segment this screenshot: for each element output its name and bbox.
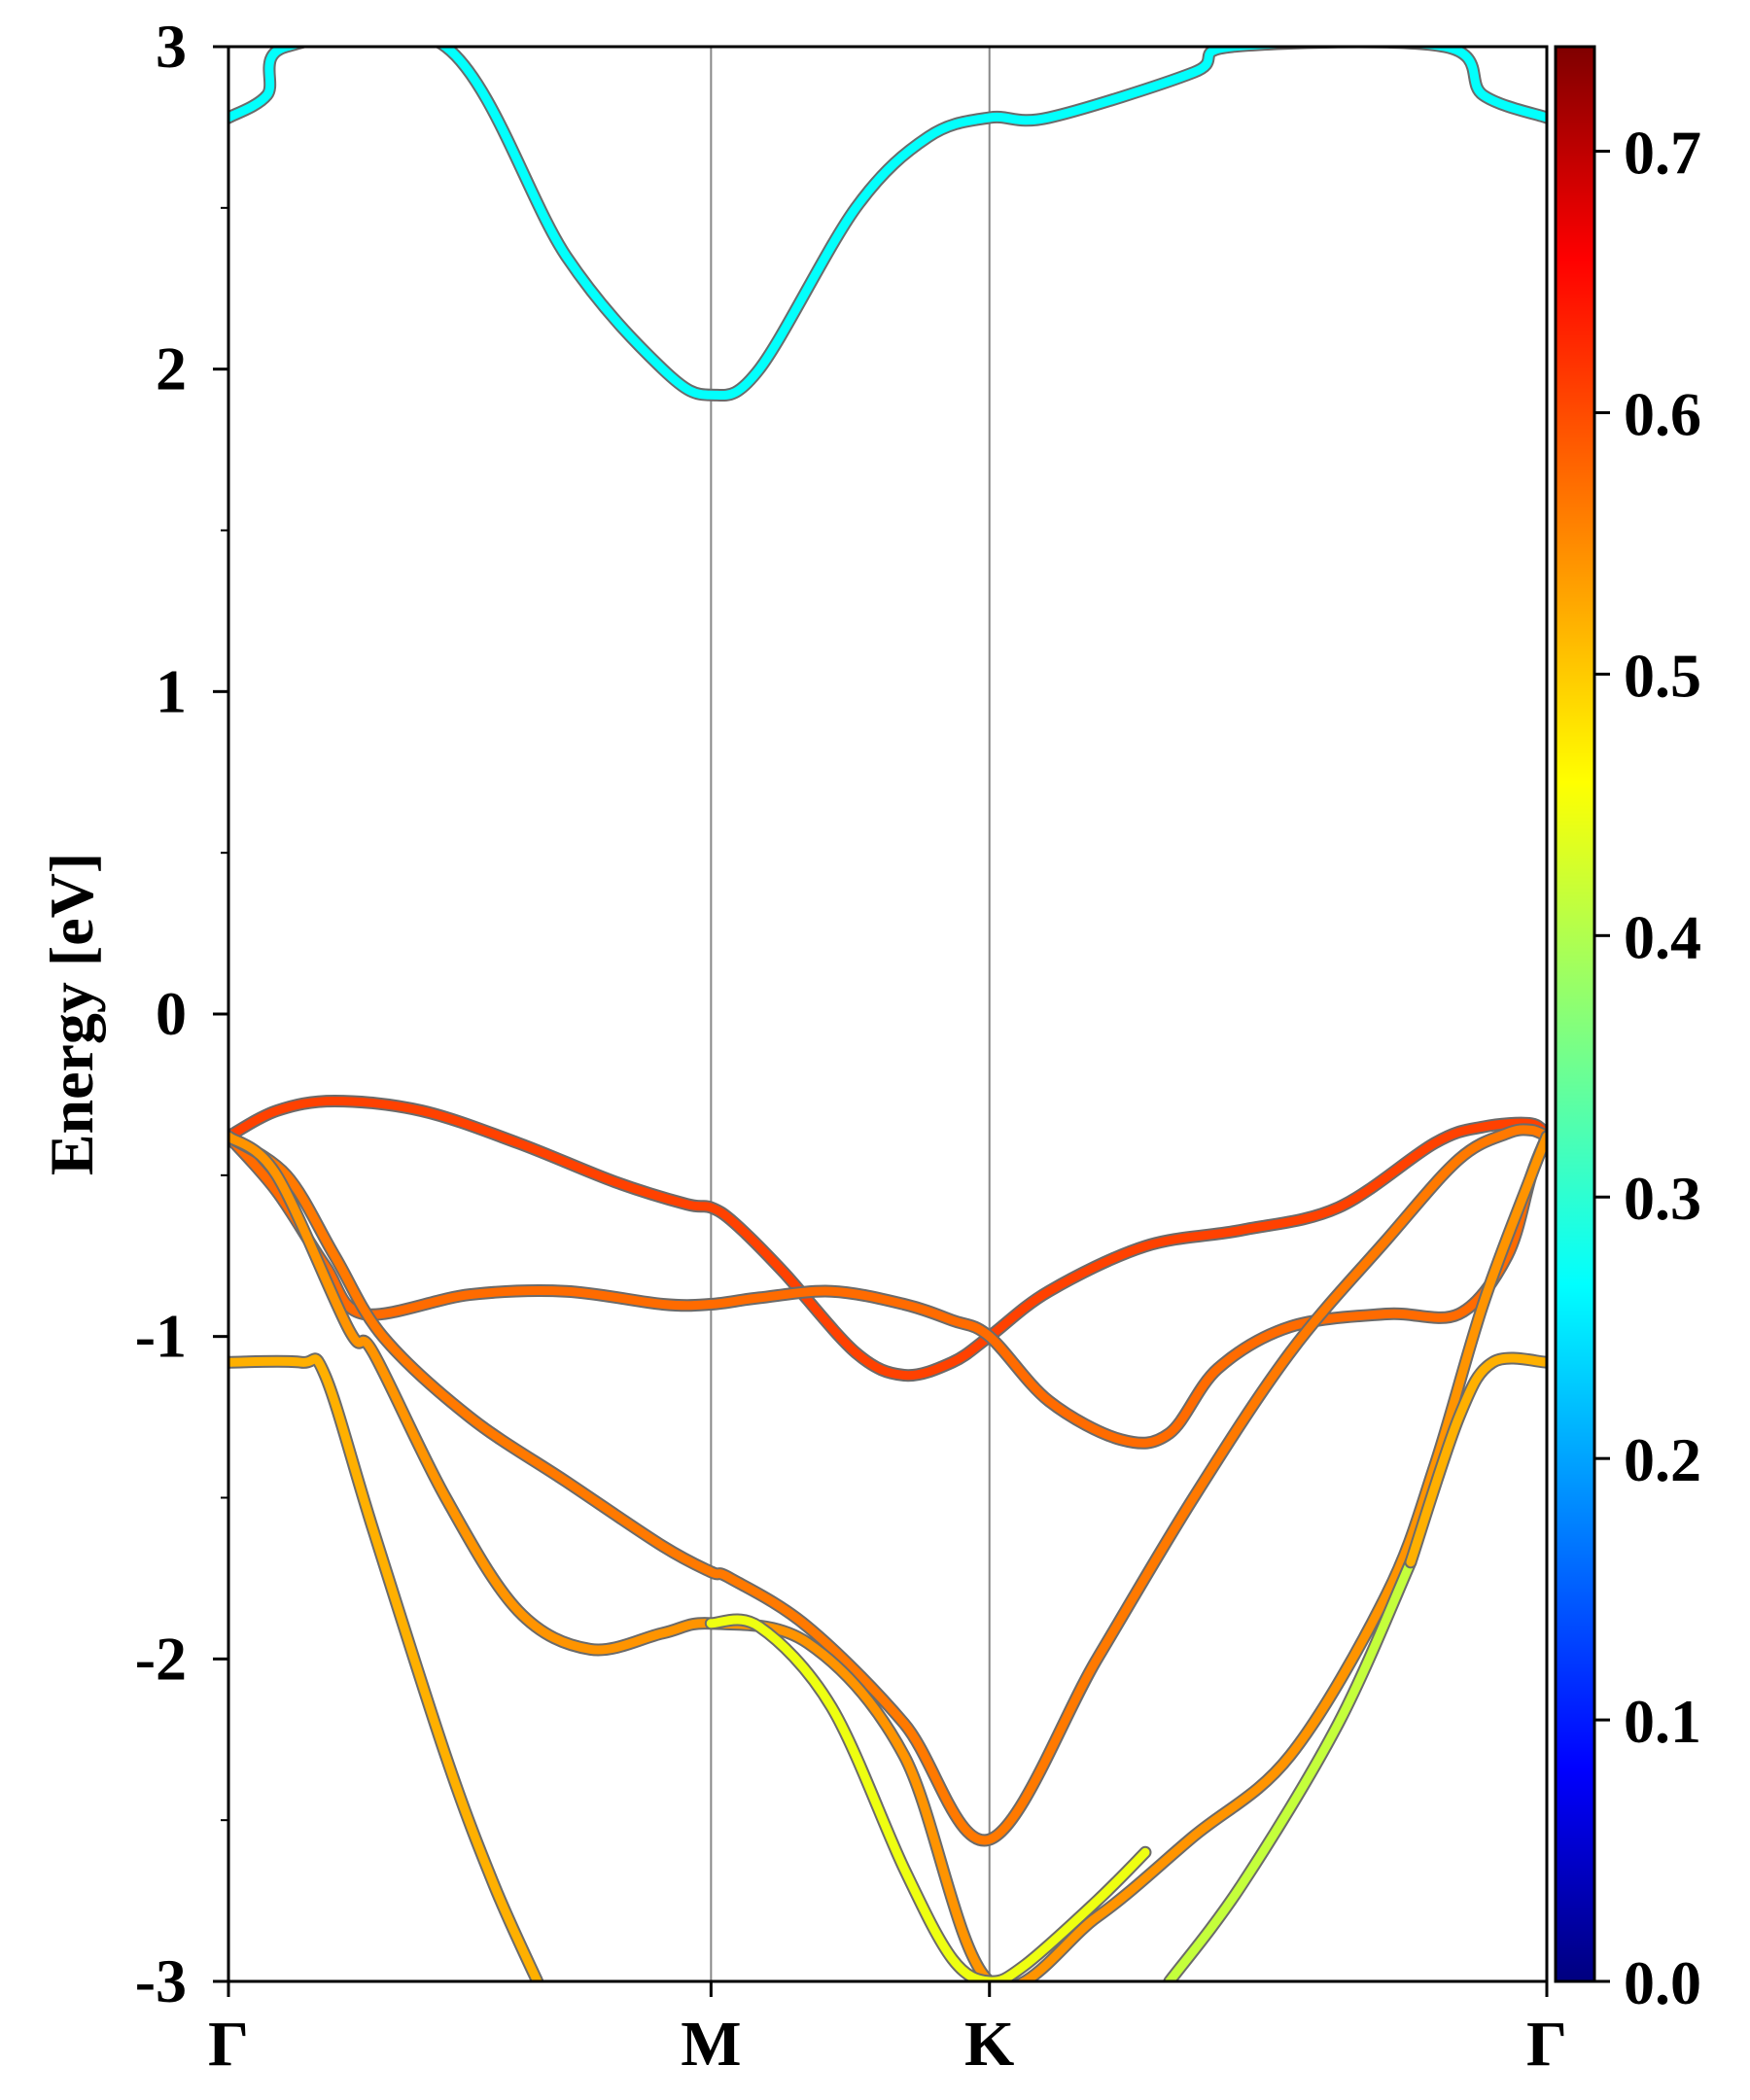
colorbar-tick-label: 0.5	[1624, 641, 1701, 710]
band-3	[228, 1125, 1547, 1845]
y-tick-label: 3	[156, 12, 187, 81]
plot-background	[228, 47, 1547, 1981]
y-tick-label: -2	[135, 1624, 187, 1693]
band-2	[228, 1132, 1547, 1448]
x-tick-label: Γ	[208, 2009, 249, 2080]
band-7	[1165, 1558, 1416, 1981]
band-lines	[228, 47, 1547, 1981]
y-tick-label: 0	[156, 979, 187, 1048]
colorbar-tick-label: 0.4	[1624, 902, 1701, 971]
colorbar-tick-label: 0.2	[1624, 1425, 1701, 1494]
x-tick-label: Γ	[1526, 2009, 1567, 2080]
colorbar-tick-label: 0.0	[1624, 1948, 1701, 2017]
colorbar-tick-label: 0.3	[1624, 1164, 1701, 1233]
colorbar-tick-label: 0.7	[1624, 119, 1701, 188]
y-axis: 3 2 1 0 -1 -2 -3	[135, 12, 228, 2015]
band-6	[706, 1615, 1150, 1981]
band-1	[228, 1097, 1547, 1381]
band-8	[1406, 1353, 1547, 1567]
colorbar-tick-label: 0.1	[1624, 1687, 1701, 1756]
y-tick-label: 2	[156, 334, 187, 403]
x-tick-label: K	[964, 2009, 1014, 2080]
band-5	[228, 1354, 542, 1981]
k-point-dividers	[710, 47, 991, 1981]
y-tick-label: -1	[135, 1302, 187, 1371]
colorbar-gradient	[1554, 45, 1596, 1983]
band-conduction	[228, 47, 1547, 401]
x-tick-label: M	[681, 2009, 741, 2080]
band-4	[228, 1132, 1547, 1981]
y-tick-label: -3	[135, 1946, 187, 2015]
colorbar-tick-label: 0.6	[1624, 379, 1701, 448]
y-axis-label: Energy [eV]	[37, 853, 106, 1175]
colorbar: 0.0 0.1 0.2 0.3 0.4 0.5 0.6 0.7	[1554, 45, 1701, 2017]
y-tick-label: 1	[156, 656, 187, 725]
